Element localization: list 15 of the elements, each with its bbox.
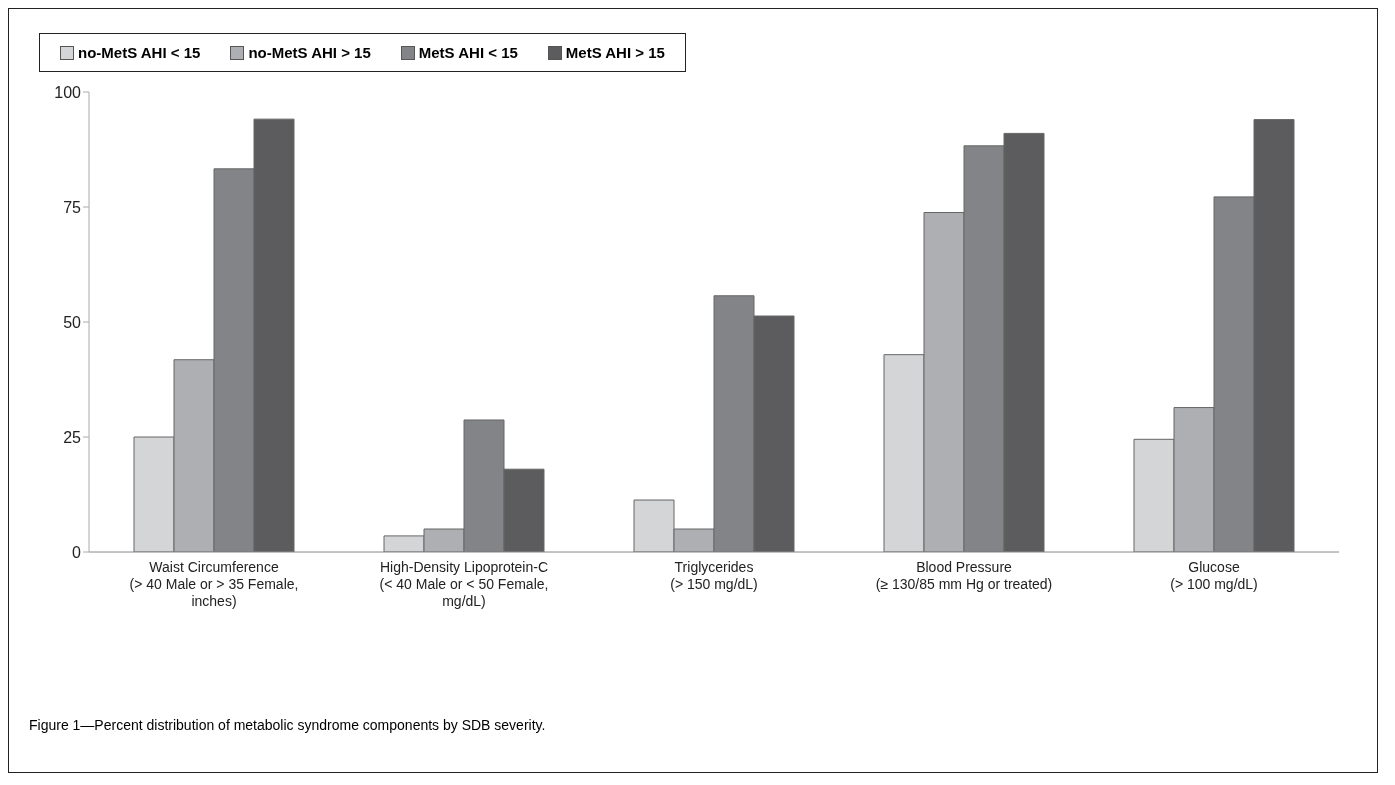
y-tick-label: 25 <box>63 428 82 446</box>
y-tick-label: 50 <box>63 313 82 331</box>
x-tick-label: Triglycerides (> 150 mg/dL) <box>670 559 758 592</box>
legend-label: MetS AHI < 15 <box>417 44 518 61</box>
x-tick-label: Glucose (> 100 mg/dL) <box>1170 559 1258 592</box>
y-tick-label: 100 <box>54 83 82 101</box>
x-tick-label: Waist Circumference (> 40 Male or > 35 Female, inches) <box>129 559 299 609</box>
y-tick-label: 0 <box>72 543 82 561</box>
legend-label: no-MetS AHI < 15 <box>77 44 201 61</box>
caption: Figure 1—Percent distribution of metabolic syndrome components by SDB severity. <box>29 717 546 733</box>
x-tick-label: High-Density Lipoprotein-C (< 40 Male or < 50 Female, mg/dL) <box>379 559 549 609</box>
y-tick-label: 75 <box>63 198 82 216</box>
legend-label: no-MetS AHI > 15 <box>247 44 371 61</box>
legend-label: MetS AHI > 15 <box>564 44 665 61</box>
x-tick-label: Blood Pressure (≥ 130/85 mm Hg or treated) <box>875 559 1053 592</box>
